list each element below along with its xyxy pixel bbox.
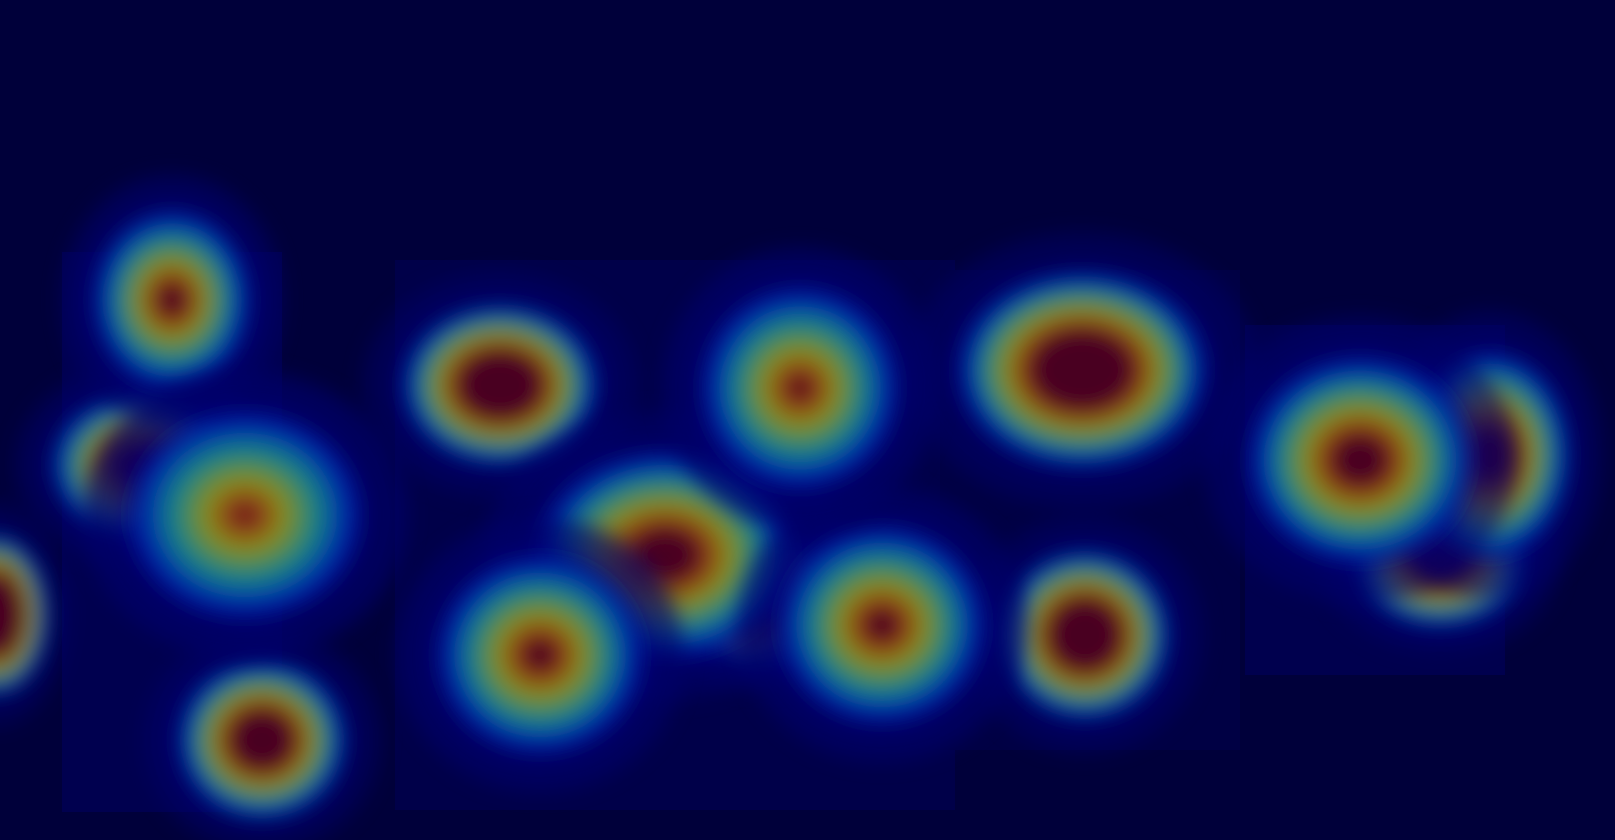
hotspot-lower-right-blob <box>990 540 1180 730</box>
hotspot-bottom-left-blob <box>167 650 357 830</box>
hotspot-far-right-peak <box>1235 345 1485 575</box>
hotspot-top-center-peak <box>690 276 910 500</box>
hotspot-center-lower-peak <box>425 545 655 765</box>
hotspot-left-max-peak <box>115 400 375 630</box>
hotspot-center-upper-arm <box>390 295 610 475</box>
hotspot-upper-right-blob <box>942 260 1222 480</box>
hotspot-top-left-peak <box>84 200 260 400</box>
hotspot-left-edge-blob <box>0 525 55 705</box>
hotspot-right-center-peak <box>767 515 997 735</box>
